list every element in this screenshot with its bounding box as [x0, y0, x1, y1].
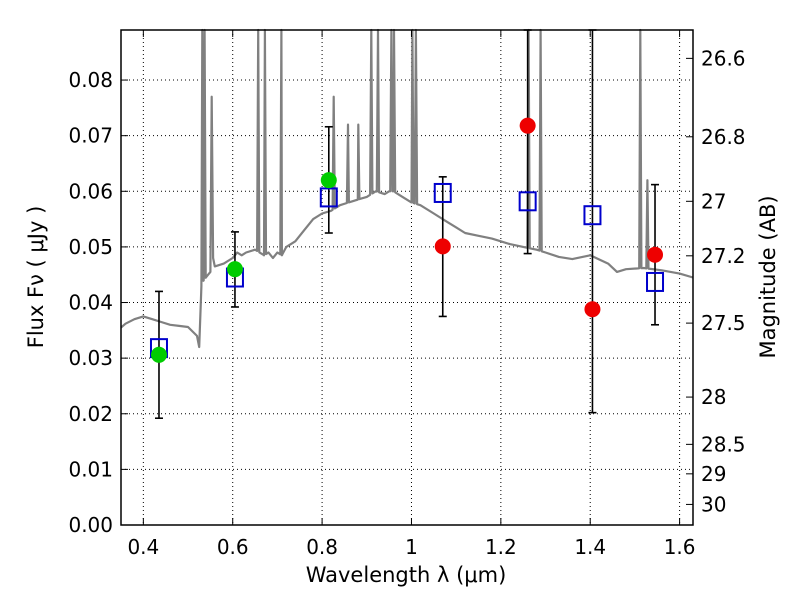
y-tick-label: 0.06 — [68, 179, 113, 203]
y-tick-label: 0.07 — [68, 124, 113, 148]
y-tick-label: 0.01 — [68, 457, 113, 481]
photometry-circle-marker — [584, 301, 601, 318]
photometry-square-marker — [433, 182, 452, 203]
plot-frame — [120, 29, 694, 526]
photometry-circle-marker — [226, 261, 243, 278]
x-tick-label: 1.6 — [664, 535, 696, 559]
photometry-circle-marker — [519, 117, 536, 134]
photometry-square-marker — [518, 191, 537, 212]
y-right-tick-label: 26.8 — [701, 125, 746, 149]
spectrum-layer — [120, 28, 694, 349]
y-tick-label: 0.00 — [68, 513, 113, 537]
y-axis-label: Flux Fν ( μJy ) — [24, 206, 48, 349]
errorbar-layer — [154, 29, 660, 420]
frame-layer — [120, 29, 694, 526]
x-tick-label: 0.4 — [127, 535, 159, 559]
photometry-circle-marker — [434, 238, 451, 255]
photometry-square-marker — [646, 271, 665, 292]
x-tick-label: 1.2 — [485, 535, 517, 559]
photometry-circle-marker — [647, 246, 664, 263]
y-tick-label: 0.02 — [68, 402, 113, 426]
y-right-tick-label: 27.5 — [701, 311, 746, 335]
y-tick-label: 0.08 — [68, 68, 113, 92]
y-tick-label: 0.04 — [68, 291, 113, 315]
x-axis-label: Wavelength λ (μm) — [306, 563, 507, 587]
y-right-tick-label: 27 — [701, 189, 726, 213]
y-right-tick-label: 26.6 — [701, 46, 746, 70]
model-spectrum-line — [120, 28, 694, 349]
photometry-square-marker — [319, 187, 338, 208]
y-right-tick-label: 27.2 — [701, 244, 746, 268]
photometry-circle-marker — [150, 346, 167, 363]
y-tick-label: 0.03 — [68, 346, 113, 370]
marker-layer — [149, 117, 665, 363]
tick-layer: 0.4 0.6 0.8 1 1.2 1.4 1.6 0.00 0.01 0.02 0.03 0.04 0… — [68, 30, 746, 559]
x-tick-label: 0.6 — [217, 535, 249, 559]
y-right-tick-label: 28 — [701, 385, 726, 409]
x-tick-label: 0.8 — [306, 535, 338, 559]
x-tick-label: 1.4 — [574, 535, 606, 559]
y-right-tick-label: 28.5 — [701, 432, 746, 456]
y-tick-label: 0.05 — [68, 235, 113, 259]
y-right-tick-label: 29 — [701, 462, 726, 486]
y-right-tick-label: 30 — [701, 492, 726, 516]
photometry-circle-marker — [320, 172, 337, 189]
photometry-square-marker — [583, 205, 602, 226]
y-axis-right-label: Magnitude (AB) — [756, 195, 780, 358]
x-tick-label: 1 — [405, 535, 418, 559]
